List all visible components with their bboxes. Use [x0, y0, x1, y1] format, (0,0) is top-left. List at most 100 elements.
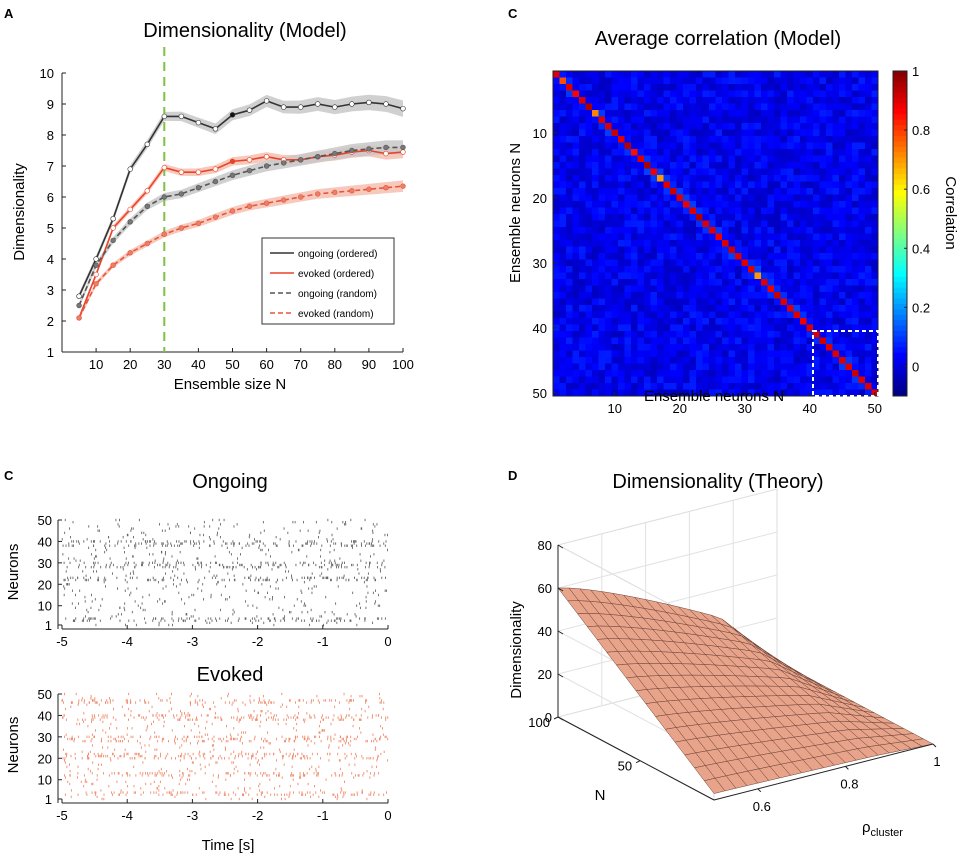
heatmap-cell — [787, 129, 794, 137]
heatmap-cell — [858, 84, 866, 91]
heatmap-cell — [819, 110, 827, 117]
heatmap-cell — [657, 279, 664, 286]
x-tick-label: -1 — [317, 634, 329, 649]
heatmap-cell — [722, 233, 729, 241]
heatmap-cell — [624, 233, 632, 241]
heatmap-cell — [559, 311, 567, 319]
heatmap-cell — [676, 220, 684, 228]
heatmap-cell — [579, 292, 586, 299]
heatmap-cell — [572, 71, 580, 78]
heatmap-cell — [624, 324, 632, 332]
heatmap-cell — [748, 383, 755, 390]
heatmap-cell — [559, 97, 567, 104]
heatmap-cell — [702, 298, 710, 306]
heatmap-cell — [663, 97, 671, 104]
heatmap-cell — [663, 350, 671, 358]
heatmap-cell — [572, 116, 580, 124]
colorbar-segment — [893, 309, 907, 316]
heatmap-cell — [663, 116, 671, 124]
colorbar-segment — [893, 119, 907, 126]
heatmap-cell — [819, 370, 827, 377]
heatmap-cell — [657, 71, 664, 78]
heatmap-cell — [585, 214, 593, 221]
heatmap-cell — [670, 344, 677, 351]
heatmap-cell — [650, 357, 658, 364]
heatmap-cell — [553, 155, 560, 163]
heatmap-cell — [741, 77, 749, 85]
heatmap-cell — [611, 71, 619, 78]
heatmap-cell — [839, 84, 846, 91]
heatmap-cell — [709, 370, 716, 377]
heatmap-cell — [689, 376, 697, 384]
data-point — [110, 225, 116, 231]
heatmap-cell — [852, 188, 859, 195]
heatmap-cell — [826, 214, 833, 221]
heatmap-cell — [845, 292, 853, 299]
heatmap-cell — [767, 331, 775, 338]
heatmap-cell — [657, 136, 664, 143]
heatmap-cell — [858, 162, 866, 169]
heatmap-cell — [806, 155, 814, 163]
heatmap-cell — [637, 318, 645, 325]
heatmap-cell — [611, 110, 619, 117]
heatmap-cell — [676, 214, 684, 221]
heatmap-cell — [650, 253, 658, 260]
y-tick-label: 20 — [38, 751, 52, 766]
heatmap-cell — [572, 272, 580, 280]
heatmap-cell — [644, 201, 651, 208]
heatmap-cell — [676, 168, 684, 176]
heatmap-cell — [813, 168, 820, 176]
heatmap-cell — [663, 259, 671, 267]
heatmap-cell — [709, 233, 716, 241]
heatmap-cell — [657, 188, 664, 195]
heatmap-cell — [663, 240, 671, 247]
heatmap-cell — [637, 266, 645, 273]
heatmap-cell — [683, 84, 690, 91]
heatmap-cell — [748, 97, 755, 104]
heatmap-cell — [871, 376, 879, 384]
heatmap-cell — [670, 90, 677, 98]
heatmap-cell — [735, 292, 742, 299]
heatmap-cell — [728, 201, 736, 208]
heatmap-cell — [813, 344, 820, 351]
heatmap-cell — [657, 116, 664, 124]
heatmap-cell — [754, 142, 762, 150]
heatmap-cell — [624, 194, 632, 202]
heatmap-cell — [637, 194, 645, 202]
heatmap-cell — [871, 142, 879, 150]
heatmap-cell — [806, 227, 814, 234]
heatmap-cell — [813, 90, 820, 98]
heatmap-cell — [826, 194, 833, 202]
heatmap-cell — [657, 305, 664, 312]
heatmap-cell — [793, 188, 801, 195]
heatmap-cell — [637, 376, 645, 384]
heatmap-cell — [845, 77, 853, 85]
heatmap-cell — [598, 149, 606, 156]
heatmap-cell — [579, 233, 586, 241]
colorbar-segment — [893, 368, 907, 375]
data-point — [93, 271, 99, 278]
heatmap-cell — [819, 259, 827, 267]
heatmap-cell — [696, 136, 703, 143]
heatmap-cell — [852, 285, 859, 293]
heatmap-cell — [650, 129, 658, 137]
heatmap-cell — [813, 272, 820, 280]
data-point — [161, 194, 168, 200]
heatmap-cell — [754, 324, 762, 332]
heatmap-cell — [572, 376, 580, 384]
heatmap-cell — [767, 350, 775, 358]
heatmap-cell — [722, 259, 729, 267]
heatmap-cell — [644, 350, 651, 358]
heatmap-cell — [767, 233, 775, 241]
heatmap-cell — [787, 227, 794, 234]
heatmap-cell — [722, 168, 729, 176]
heatmap-cell — [793, 97, 801, 104]
heatmap-cell — [598, 194, 606, 202]
heatmap-cell — [553, 305, 560, 312]
heatmap-cell — [735, 175, 742, 182]
heatmap-cell — [624, 227, 632, 234]
heatmap-cell — [624, 207, 632, 215]
heatmap-cell — [592, 90, 599, 98]
heatmap-cell — [663, 279, 671, 286]
heatmap-cell — [631, 116, 638, 124]
